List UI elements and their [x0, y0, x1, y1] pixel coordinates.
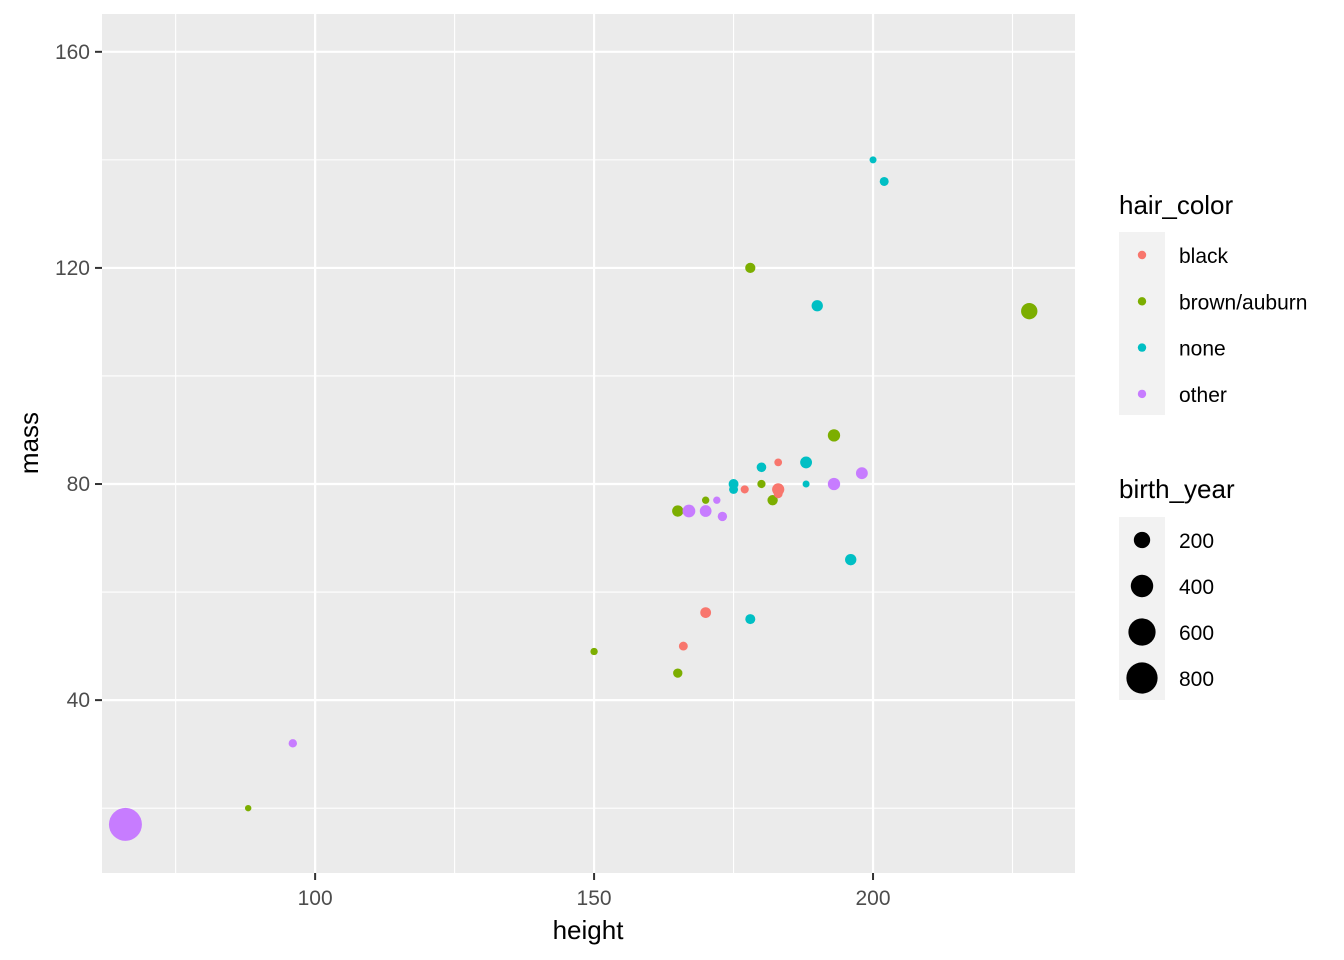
color-legend-key — [1137, 297, 1147, 306]
x-axis-title: height — [553, 915, 625, 945]
data-point — [699, 505, 712, 517]
minor-gridlines — [102, 14, 1075, 873]
color-legend-label: none — [1179, 338, 1226, 361]
data-point — [757, 479, 766, 489]
size-legend-key — [1130, 574, 1154, 598]
data-point — [729, 484, 739, 494]
color-legend: hair_color black brown/auburn none other — [1119, 190, 1307, 415]
color-legend-label: other — [1179, 384, 1227, 407]
data-point — [701, 496, 710, 504]
size-legend-key — [1128, 618, 1156, 646]
x-tick-label: 150 — [577, 887, 612, 910]
y-tick-label: 80 — [67, 473, 90, 496]
data-point — [590, 647, 598, 656]
data-point — [700, 607, 712, 618]
color-legend-label: brown/auburn — [1179, 291, 1307, 314]
data-point — [682, 504, 696, 518]
size-legend-title: birth_year — [1119, 474, 1235, 504]
size-legend-key — [1126, 662, 1158, 694]
data-point — [740, 485, 749, 494]
data-point — [244, 804, 252, 812]
size-legend-label: 200 — [1179, 530, 1214, 553]
size-legend-label: 400 — [1179, 576, 1214, 599]
data-point — [800, 456, 813, 469]
x-tick-label: 200 — [856, 887, 891, 910]
x-axis-ticks: 100 150 200 — [298, 873, 891, 910]
data-point — [673, 668, 683, 678]
y-tick-label: 160 — [55, 41, 90, 64]
data-point — [713, 496, 721, 504]
size-legend: birth_year 200 400 600 800 — [1119, 474, 1235, 700]
data-point — [845, 553, 857, 566]
data-point — [288, 739, 298, 748]
data-point — [767, 495, 778, 506]
data-point — [717, 511, 728, 522]
plot-panel — [102, 14, 1075, 873]
data-point — [827, 429, 841, 442]
color-legend-label: black — [1179, 245, 1229, 268]
data-point — [802, 480, 810, 488]
data-point — [745, 262, 756, 274]
data-points — [108, 156, 1038, 841]
y-tick-label: 40 — [67, 689, 90, 712]
data-point — [811, 300, 823, 312]
data-point — [855, 467, 868, 480]
data-point — [1021, 302, 1038, 320]
size-legend-label: 800 — [1179, 668, 1214, 691]
y-axis-ticks: 40 80 120 160 — [55, 41, 102, 712]
y-tick-label: 120 — [55, 257, 90, 280]
color-legend-keys-background — [1119, 232, 1165, 415]
data-point — [774, 458, 783, 467]
y-axis-title: mass — [14, 412, 44, 474]
color-legend-key — [1137, 389, 1147, 399]
x-tick-label: 100 — [298, 887, 333, 910]
size-legend-label: 600 — [1179, 622, 1214, 645]
data-point — [672, 505, 684, 517]
data-point — [745, 614, 756, 625]
data-point — [827, 477, 841, 491]
data-point — [773, 489, 783, 499]
size-legend-key — [1133, 531, 1151, 549]
data-point — [869, 156, 877, 164]
color-legend-key — [1137, 250, 1147, 260]
color-legend-title: hair_color — [1119, 190, 1234, 220]
data-point — [108, 807, 142, 841]
data-point — [678, 641, 688, 651]
data-point — [879, 176, 889, 186]
data-point — [756, 462, 767, 473]
color-legend-key — [1137, 343, 1147, 352]
